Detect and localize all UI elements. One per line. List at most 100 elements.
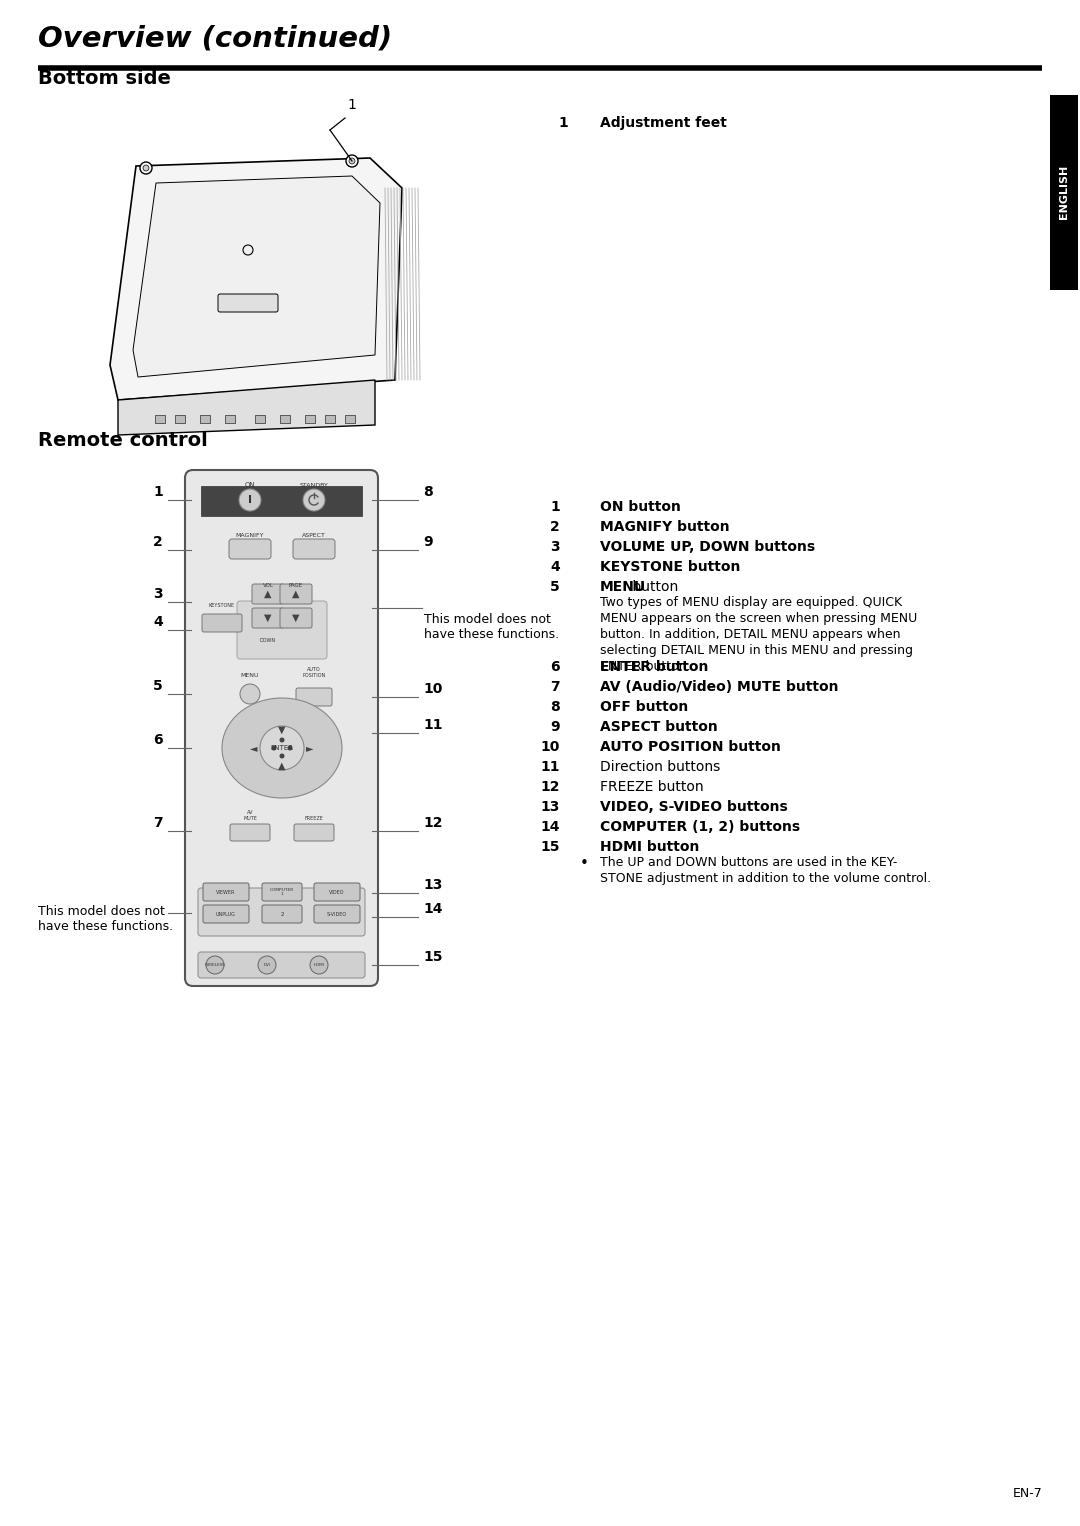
Circle shape [239,488,261,511]
Text: 7: 7 [551,681,561,694]
Text: 12: 12 [540,780,561,794]
Text: S-VIDEO: S-VIDEO [327,911,347,917]
Text: ▼: ▼ [279,725,286,736]
Text: ON: ON [245,482,255,488]
Text: 1: 1 [558,116,568,130]
Text: ASPECT: ASPECT [302,533,326,539]
Text: 7: 7 [153,816,163,830]
Text: 3: 3 [551,540,561,554]
Text: MAGNIFY: MAGNIFY [235,533,265,539]
Bar [345,415,355,423]
FancyBboxPatch shape [198,888,365,935]
Text: MAGNIFY button: MAGNIFY button [600,520,730,534]
Text: This model does not
have these functions.: This model does not have these functions… [424,613,559,641]
Text: MENU: MENU [600,580,646,594]
Bar [200,415,210,423]
Text: 15: 15 [423,951,443,964]
Text: 10: 10 [423,682,443,696]
Text: ▲: ▲ [279,761,286,771]
Bar [280,415,291,423]
Text: ASPECT button: ASPECT button [600,720,718,734]
Text: 10: 10 [541,740,561,754]
FancyBboxPatch shape [280,584,312,604]
Text: 2: 2 [153,536,163,549]
Text: ▼: ▼ [265,613,272,623]
FancyBboxPatch shape [293,539,335,559]
Text: The UP and DOWN buttons are used in the KEY-: The UP and DOWN buttons are used in the … [600,856,897,868]
Text: ◄: ◄ [251,743,258,752]
Text: 13: 13 [423,877,443,893]
Text: I: I [248,494,252,505]
Circle shape [310,955,328,974]
Text: AUTO POSITION button: AUTO POSITION button [600,740,781,754]
Text: DOWN: DOWN [260,638,276,642]
Ellipse shape [222,697,342,798]
Text: ▲: ▲ [265,589,272,600]
FancyBboxPatch shape [314,905,360,923]
Bar [325,415,335,423]
FancyBboxPatch shape [252,607,284,629]
Text: selecting DETAIL MENU in this MENU and pressing: selecting DETAIL MENU in this MENU and p… [600,644,913,658]
Text: ENTER button.: ENTER button. [600,661,690,673]
Text: 6: 6 [551,661,561,674]
FancyBboxPatch shape [203,884,249,900]
Text: STANDBY: STANDBY [299,484,328,488]
Bar [175,415,185,423]
Polygon shape [133,175,380,377]
Text: 15: 15 [540,839,561,855]
Text: Overview (continued): Overview (continued) [38,24,392,52]
Text: 14: 14 [423,902,443,916]
Text: Direction buttons: Direction buttons [600,760,720,774]
FancyBboxPatch shape [296,688,332,707]
Circle shape [260,726,303,771]
Text: Adjustment feet: Adjustment feet [600,116,727,130]
Text: 5: 5 [550,580,561,594]
Text: ENTER: ENTER [270,745,294,751]
Bar [1050,95,1078,290]
FancyBboxPatch shape [252,584,284,604]
Circle shape [303,488,325,511]
Text: DVI: DVI [264,963,270,967]
Text: 3: 3 [153,588,163,601]
Text: PAGE: PAGE [289,583,303,588]
Text: STONE adjustment in addition to the volume control.: STONE adjustment in addition to the volu… [600,871,931,885]
Text: FREEZE: FREEZE [305,816,323,821]
Text: 4: 4 [550,560,561,574]
Text: AV
MUTE: AV MUTE [243,810,257,821]
Text: ▼: ▼ [293,613,300,623]
Text: 1: 1 [550,501,561,514]
Circle shape [280,737,284,743]
Circle shape [140,162,152,174]
Text: ▲: ▲ [293,589,300,600]
Bar [305,415,315,423]
FancyBboxPatch shape [202,613,242,632]
Text: 13: 13 [541,800,561,813]
Text: HDMI button: HDMI button [600,839,700,855]
Text: button. In addition, DETAIL MENU appears when: button. In addition, DETAIL MENU appears… [600,629,901,641]
Text: button: button [627,580,678,594]
Text: ENGLISH: ENGLISH [1059,165,1069,220]
Circle shape [280,754,284,758]
Text: This model does not
have these functions.: This model does not have these functions… [38,905,173,932]
Text: Bottom side: Bottom side [38,69,171,89]
FancyBboxPatch shape [262,905,302,923]
Text: 4: 4 [153,615,163,629]
Text: 1: 1 [347,98,356,111]
Circle shape [206,955,224,974]
FancyBboxPatch shape [280,607,312,629]
Text: MENU: MENU [241,673,259,678]
Text: VOLUME UP, DOWN buttons: VOLUME UP, DOWN buttons [600,540,815,554]
Text: 8: 8 [550,700,561,714]
Circle shape [287,746,293,751]
Circle shape [346,156,357,166]
Text: VIDEO, S-VIDEO buttons: VIDEO, S-VIDEO buttons [600,800,787,813]
FancyBboxPatch shape [230,824,270,841]
FancyBboxPatch shape [314,884,360,900]
Text: COMPUTER (1, 2) buttons: COMPUTER (1, 2) buttons [600,819,800,835]
Text: •: • [580,856,589,871]
Circle shape [258,955,276,974]
Text: 1: 1 [153,485,163,499]
Text: ON button: ON button [600,501,680,514]
Text: UNPLUG: UNPLUG [216,911,235,917]
FancyBboxPatch shape [198,952,365,978]
